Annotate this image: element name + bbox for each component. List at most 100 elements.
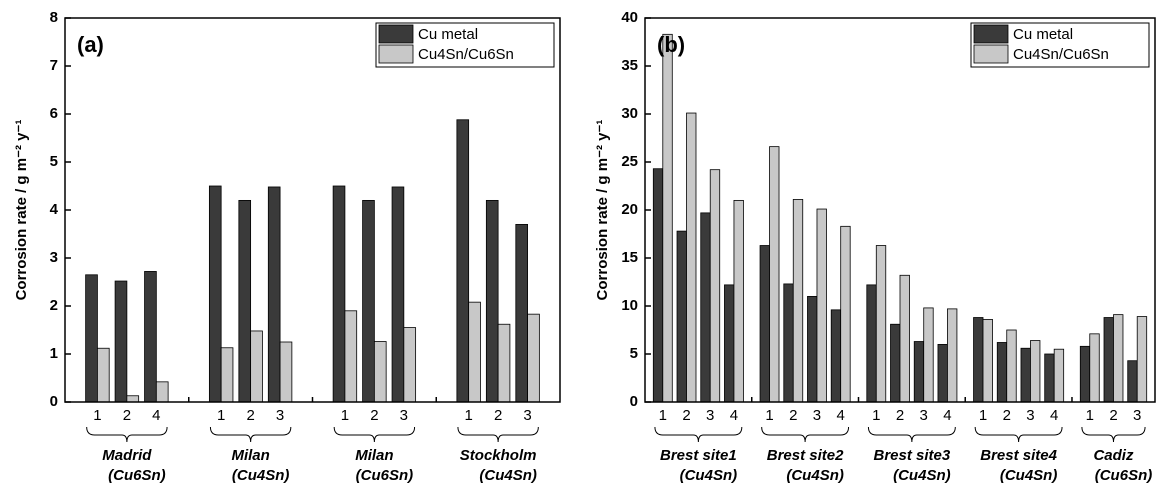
bar — [220, 347, 234, 403]
bar — [485, 199, 499, 403]
y-tick-label: 10 — [621, 297, 638, 314]
bar — [468, 301, 481, 403]
bar — [700, 212, 711, 403]
x-tick-label: 3 — [813, 407, 821, 424]
group-brace — [457, 426, 539, 443]
bar — [709, 169, 721, 403]
group-brace — [209, 426, 292, 443]
y-tick-label: 0 — [50, 393, 58, 410]
bar — [1136, 316, 1148, 403]
bar — [362, 199, 375, 403]
bar — [652, 168, 664, 403]
y-tick-label: 30 — [621, 105, 638, 122]
x-tick-label: 2 — [789, 407, 797, 424]
plot-frame — [644, 17, 1156, 403]
group-subname: (Cu4Sn) — [232, 467, 290, 484]
x-tick-label: 1 — [1086, 407, 1094, 424]
bar — [923, 307, 934, 403]
bar — [1053, 348, 1065, 403]
group-brace — [333, 426, 416, 443]
legend-label: Cu4Sn/Cu6Sn — [418, 46, 514, 63]
y-tick-label: 8 — [50, 9, 58, 26]
bar — [996, 342, 1008, 403]
bar — [840, 225, 851, 403]
x-tick-label: 3 — [706, 407, 714, 424]
y-tick-label: 2 — [50, 297, 58, 314]
bar — [866, 284, 877, 403]
bar — [1127, 360, 1138, 403]
bar — [279, 341, 293, 403]
bar — [947, 308, 958, 403]
group-name: Stockholm — [460, 447, 537, 464]
bar — [676, 230, 687, 403]
legend-label: Cu metal — [1013, 26, 1073, 43]
x-tick-label: 2 — [246, 407, 254, 424]
bar — [391, 186, 405, 403]
group-brace — [761, 426, 850, 443]
bar — [515, 223, 528, 403]
x-tick-label: 2 — [1003, 407, 1011, 424]
bar — [250, 330, 263, 403]
x-tick-label: 1 — [979, 407, 987, 424]
group-name: Milan — [231, 447, 269, 464]
legend-swatch — [378, 24, 414, 44]
y-tick-label: 25 — [621, 153, 638, 170]
y-tick-label: 4 — [50, 201, 59, 218]
legend-label: Cu4Sn/Cu6Sn — [1013, 46, 1109, 63]
bar — [816, 208, 827, 403]
x-tick-label: 2 — [123, 407, 131, 424]
bar — [759, 245, 770, 403]
group-brace — [86, 426, 168, 443]
bar — [875, 245, 887, 403]
bar — [686, 112, 697, 403]
bar — [724, 284, 735, 403]
group-name: Madrid — [102, 447, 152, 464]
bar — [1103, 317, 1114, 403]
bar — [126, 395, 140, 403]
bar — [373, 341, 387, 403]
group-subname: (Cu4Sn) — [1000, 467, 1058, 484]
x-tick-label: 4 — [152, 407, 160, 424]
x-tick-label: 3 — [276, 407, 284, 424]
x-tick-label: 4 — [837, 407, 845, 424]
group-subname: (Cu6Sn) — [108, 467, 166, 484]
x-tick-label: 1 — [341, 407, 349, 424]
bar — [769, 146, 780, 403]
bar — [1030, 340, 1041, 403]
group-name: Milan — [355, 447, 393, 464]
bar — [97, 347, 110, 403]
y-tick-label: 20 — [621, 201, 638, 218]
bar — [830, 309, 842, 403]
x-tick-label: 1 — [217, 407, 225, 424]
x-tick-label: 2 — [682, 407, 690, 424]
bar — [783, 283, 794, 403]
bar — [456, 119, 470, 403]
group-name: Cadiz — [1093, 447, 1134, 464]
bar — [973, 317, 984, 403]
panel-label: (a) — [77, 32, 104, 57]
group-name: Brest site4 — [980, 447, 1057, 464]
group-subname: (Cu4Sn) — [893, 467, 951, 484]
bar — [982, 319, 993, 403]
x-tick-label: 4 — [730, 407, 738, 424]
bar — [497, 323, 511, 403]
bar — [937, 343, 948, 403]
x-tick-label: 3 — [400, 407, 408, 424]
legend-label: Cu metal — [418, 26, 478, 43]
x-tick-label: 1 — [659, 407, 667, 424]
bar — [267, 186, 281, 403]
y-tick-label: 35 — [621, 57, 638, 74]
y-tick-label: 6 — [50, 105, 58, 122]
x-tick-label: 4 — [1050, 407, 1058, 424]
plot-frame — [64, 17, 561, 403]
group-brace — [974, 426, 1063, 443]
bar — [403, 327, 417, 403]
group-subname: (Cu4Sn) — [680, 467, 738, 484]
y-tick-label: 40 — [621, 9, 638, 26]
group-subname: (Cu6Sn) — [356, 467, 414, 484]
bar — [733, 199, 744, 403]
bar — [114, 280, 128, 403]
bar — [527, 313, 540, 403]
x-tick-label: 2 — [494, 407, 502, 424]
